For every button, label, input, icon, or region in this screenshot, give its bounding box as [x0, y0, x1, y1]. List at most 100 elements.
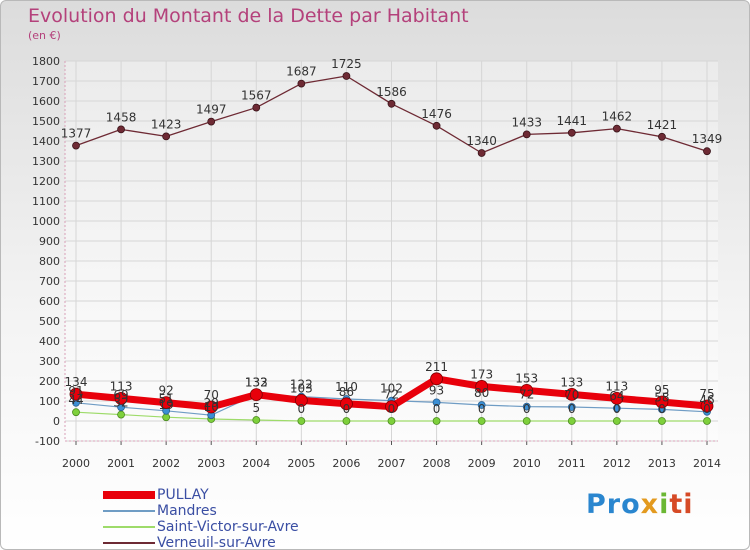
data-label: 103: [290, 381, 313, 395]
data-label: 1687: [286, 65, 317, 79]
legend-item: PULLAY: [103, 487, 299, 503]
x-tick-label: 2014: [693, 457, 721, 470]
y-tick-label: 300: [39, 355, 60, 368]
legend-swatch: [103, 526, 155, 528]
y-tick-label: 1100: [32, 195, 60, 208]
y-tick-label: 900: [39, 235, 60, 248]
data-label: 1586: [376, 85, 407, 99]
data-label: 1433: [511, 115, 542, 129]
x-tick-label: 2000: [62, 457, 90, 470]
data-label: 102: [380, 382, 403, 396]
data-label: 51: [159, 392, 174, 406]
data-label: 211: [425, 360, 448, 374]
legend-label: Saint-Victor-sur-Avre: [157, 519, 299, 535]
y-tick-label: 1300: [32, 155, 60, 168]
data-point: [430, 372, 443, 386]
data-label: 75: [699, 387, 714, 401]
data-point: [477, 417, 486, 425]
x-tick-label: 2002: [152, 457, 180, 470]
data-point: [340, 397, 353, 411]
legend-swatch: [103, 491, 155, 499]
data-label: 1441: [557, 114, 588, 128]
x-tick-label: 2001: [107, 457, 135, 470]
data-point: [252, 103, 261, 112]
data-label: 1476: [421, 107, 452, 121]
data-label: 0: [343, 402, 351, 416]
legend-label: Mandres: [157, 503, 217, 519]
data-label: 1421: [647, 118, 678, 132]
data-point: [432, 417, 441, 425]
data-point: [249, 388, 263, 402]
data-point: [703, 147, 711, 156]
data-label: 110: [335, 380, 358, 394]
data-point: [297, 417, 306, 425]
data-label: 1725: [331, 57, 362, 71]
data-point: [162, 413, 171, 422]
y-tick-label: 1700: [32, 75, 60, 88]
legend-swatch: [103, 542, 155, 544]
y-tick-label: 800: [39, 255, 60, 268]
data-point: [252, 416, 261, 424]
data-point: [475, 379, 489, 393]
data-point: [72, 141, 80, 150]
data-label: 32: [113, 396, 128, 410]
legend-label: PULLAY: [157, 487, 209, 503]
y-tick-label: 400: [39, 335, 60, 348]
data-point: [294, 393, 308, 407]
data-label: 113: [605, 379, 628, 393]
y-tick-label: 1400: [32, 135, 60, 148]
data-point: [69, 387, 83, 401]
data-label: 70: [564, 388, 579, 402]
y-tick-label: -100: [35, 435, 60, 448]
data-label: 0: [703, 402, 711, 416]
data-label: 132: [245, 376, 268, 390]
y-tick-label: 100: [39, 395, 60, 408]
data-label: 29: [204, 396, 219, 410]
data-label: 46: [699, 393, 714, 407]
data-point: [703, 417, 711, 425]
data-label: 0: [298, 402, 306, 416]
data-label: 113: [110, 379, 133, 393]
x-tick-label: 2003: [197, 457, 225, 470]
data-point: [342, 72, 351, 80]
y-tick-label: 700: [39, 275, 60, 288]
data-point: [522, 130, 531, 139]
legend-label: Verneuil-sur-Avre: [157, 535, 276, 550]
data-point: [658, 132, 666, 141]
y-tick-label: 1000: [32, 215, 60, 228]
data-point: [520, 383, 534, 397]
data-point: [387, 417, 396, 425]
data-point: [522, 402, 531, 411]
data-label: 0: [613, 402, 621, 416]
data-point: [342, 417, 351, 425]
data-point: [477, 401, 486, 409]
data-point: [610, 391, 624, 405]
x-tick-label: 2011: [558, 457, 586, 470]
data-label: 91: [68, 384, 83, 398]
data-label: 1458: [106, 110, 137, 124]
data-point: [567, 403, 576, 411]
data-label: 80: [474, 386, 489, 400]
data-label: 44: [68, 393, 83, 407]
data-label: 86: [339, 385, 354, 399]
data-point: [612, 124, 621, 133]
data-label: 19: [159, 398, 174, 412]
y-tick-label: 600: [39, 295, 60, 308]
data-point: [612, 417, 621, 425]
data-point: [565, 387, 579, 401]
data-point: [117, 410, 125, 419]
data-point: [522, 417, 531, 425]
data-point: [207, 117, 216, 126]
x-tick-label: 2012: [603, 457, 631, 470]
y-tick-label: 0: [53, 415, 60, 428]
data-point: [387, 99, 396, 108]
data-label: 72: [519, 388, 534, 402]
data-label: 1497: [196, 103, 227, 117]
data-label: 0: [433, 402, 441, 416]
data-point: [114, 391, 128, 405]
data-label: 133: [245, 375, 268, 389]
data-label: 1349: [692, 132, 723, 146]
data-label: 0: [658, 402, 666, 416]
